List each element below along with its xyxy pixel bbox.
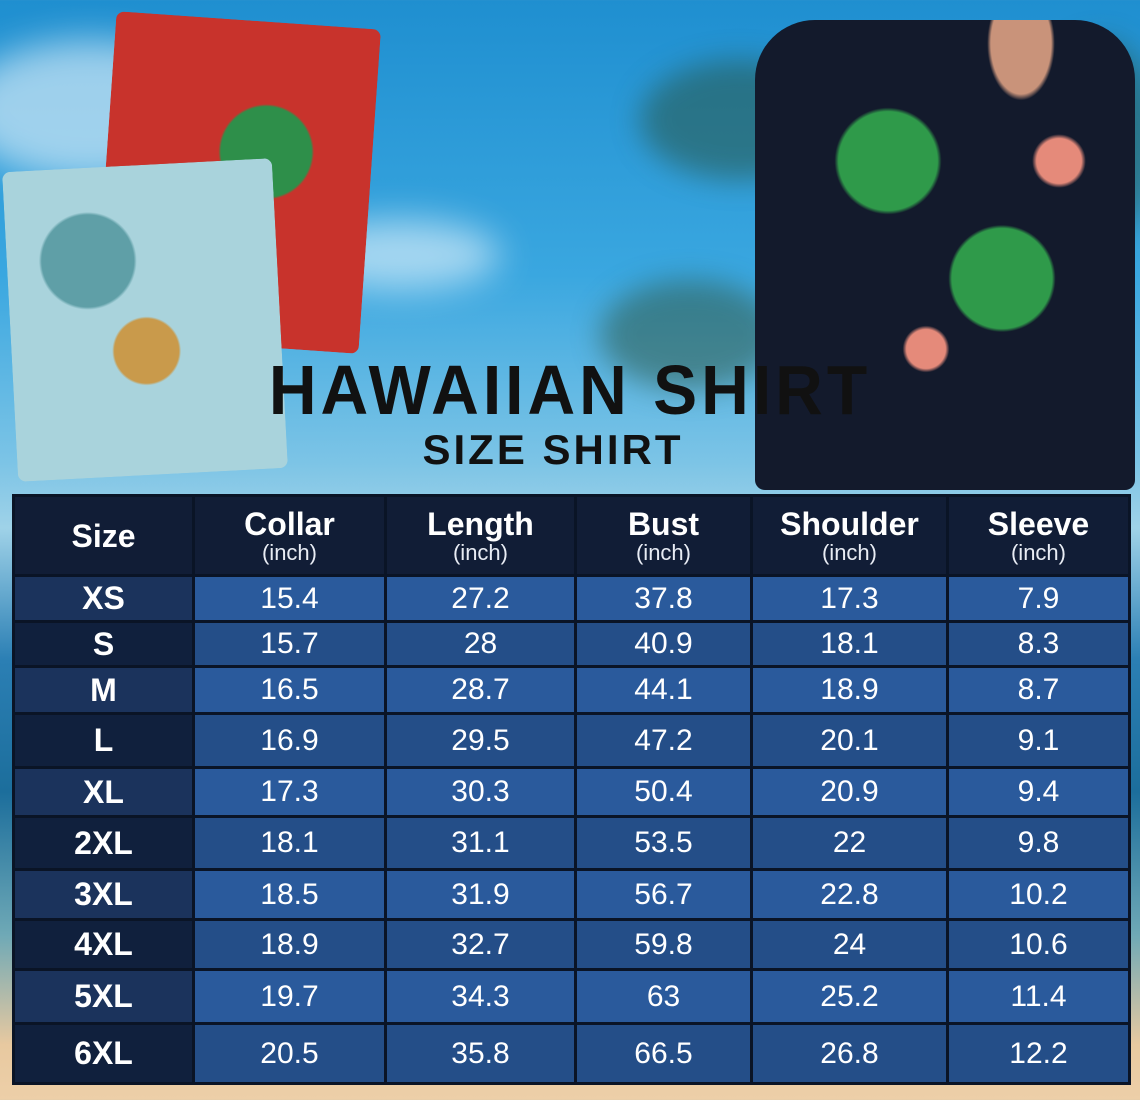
cell-size: XS bbox=[12, 574, 195, 623]
cell-collar: 16.9 bbox=[192, 712, 387, 769]
cell-length: 31.1 bbox=[384, 815, 577, 871]
cell-collar: 18.9 bbox=[192, 918, 387, 971]
cell-shoulder: 20.9 bbox=[750, 766, 949, 818]
cell-collar: 15.4 bbox=[192, 574, 387, 623]
table-row: XS 15.4 27.2 37.8 17.3 7.9 bbox=[12, 574, 1131, 623]
header-length: Length (inch) bbox=[384, 494, 577, 577]
cell-sleeve: 10.2 bbox=[946, 868, 1131, 921]
header-size: Size bbox=[12, 494, 195, 577]
header-bust: Bust (inch) bbox=[574, 494, 753, 577]
cell-size: XL bbox=[12, 766, 195, 818]
cell-size: 5XL bbox=[12, 968, 195, 1025]
cell-size: M bbox=[12, 665, 195, 715]
table-row: 3XL 18.5 31.9 56.7 22.8 10.2 bbox=[12, 868, 1131, 921]
cell-sleeve: 9.1 bbox=[946, 712, 1131, 769]
table-row: 6XL 20.5 35.8 66.5 26.8 12.2 bbox=[12, 1022, 1131, 1085]
cell-bust: 47.2 bbox=[574, 712, 753, 769]
cell-collar: 19.7 bbox=[192, 968, 387, 1025]
cell-bust: 40.9 bbox=[574, 620, 753, 668]
cell-size: 6XL bbox=[12, 1022, 195, 1085]
cell-sleeve: 9.8 bbox=[946, 815, 1131, 871]
cell-sleeve: 9.4 bbox=[946, 766, 1131, 818]
table-row: XL 17.3 30.3 50.4 20.9 9.4 bbox=[12, 766, 1131, 818]
cell-length: 27.2 bbox=[384, 574, 577, 623]
cell-shoulder: 18.1 bbox=[750, 620, 949, 668]
cell-bust: 63 bbox=[574, 968, 753, 1025]
cell-bust: 37.8 bbox=[574, 574, 753, 623]
cell-bust: 59.8 bbox=[574, 918, 753, 971]
cell-length: 29.5 bbox=[384, 712, 577, 769]
cell-size: 2XL bbox=[12, 815, 195, 871]
cell-length: 32.7 bbox=[384, 918, 577, 971]
cell-sleeve: 7.9 bbox=[946, 574, 1131, 623]
table-row: 5XL 19.7 34.3 63 25.2 11.4 bbox=[12, 968, 1131, 1025]
table-row: 4XL 18.9 32.7 59.8 24 10.6 bbox=[12, 918, 1131, 971]
cell-sleeve: 11.4 bbox=[946, 968, 1131, 1025]
table-row: M 16.5 28.7 44.1 18.9 8.7 bbox=[12, 665, 1131, 715]
cell-shoulder: 18.9 bbox=[750, 665, 949, 715]
cell-length: 31.9 bbox=[384, 868, 577, 921]
cell-collar: 18.1 bbox=[192, 815, 387, 871]
cell-length: 34.3 bbox=[384, 968, 577, 1025]
cell-shoulder: 24 bbox=[750, 918, 949, 971]
cell-length: 30.3 bbox=[384, 766, 577, 818]
cell-collar: 17.3 bbox=[192, 766, 387, 818]
cell-size: S bbox=[12, 620, 195, 668]
cell-sleeve: 8.3 bbox=[946, 620, 1131, 668]
cell-bust: 44.1 bbox=[574, 665, 753, 715]
cell-size: 3XL bbox=[12, 868, 195, 921]
cell-shoulder: 17.3 bbox=[750, 574, 949, 623]
cell-bust: 50.4 bbox=[574, 766, 753, 818]
cell-length: 28 bbox=[384, 620, 577, 668]
table-header-row: Size Collar (inch) Length (inch) Bust (inch… bbox=[12, 494, 1131, 577]
page-subtitle: SIZE SHIRT bbox=[422, 426, 684, 473]
cell-collar: 18.5 bbox=[192, 868, 387, 921]
cell-shoulder: 22.8 bbox=[750, 868, 949, 921]
cell-bust: 53.5 bbox=[574, 815, 753, 871]
cell-bust: 66.5 bbox=[574, 1022, 753, 1085]
cell-bust: 56.7 bbox=[574, 868, 753, 921]
cell-shoulder: 25.2 bbox=[750, 968, 949, 1025]
cell-shoulder: 22 bbox=[750, 815, 949, 871]
cell-collar: 16.5 bbox=[192, 665, 387, 715]
cell-size: L bbox=[12, 712, 195, 769]
background-palm bbox=[600, 280, 780, 390]
cell-collar: 15.7 bbox=[192, 620, 387, 668]
size-chart-table: Size Collar (inch) Length (inch) Bust (inch… bbox=[12, 494, 1131, 1085]
cell-length: 28.7 bbox=[384, 665, 577, 715]
page-title: HAWAIIAN SHIRT bbox=[268, 351, 872, 429]
header-shoulder: Shoulder (inch) bbox=[750, 494, 949, 577]
cell-collar: 20.5 bbox=[192, 1022, 387, 1085]
cell-sleeve: 12.2 bbox=[946, 1022, 1131, 1085]
cell-shoulder: 26.8 bbox=[750, 1022, 949, 1085]
cell-shoulder: 20.1 bbox=[750, 712, 949, 769]
cell-size: 4XL bbox=[12, 918, 195, 971]
model-flamingo-shirt-image bbox=[755, 20, 1135, 490]
table-row: S 15.7 28 40.9 18.1 8.3 bbox=[12, 620, 1131, 668]
cell-length: 35.8 bbox=[384, 1022, 577, 1085]
cell-sleeve: 10.6 bbox=[946, 918, 1131, 971]
table-row: 2XL 18.1 31.1 53.5 22 9.8 bbox=[12, 815, 1131, 871]
table-row: L 16.9 29.5 47.2 20.1 9.1 bbox=[12, 712, 1131, 769]
header-sleeve: Sleeve (inch) bbox=[946, 494, 1131, 577]
header-collar: Collar (inch) bbox=[192, 494, 387, 577]
cell-sleeve: 8.7 bbox=[946, 665, 1131, 715]
